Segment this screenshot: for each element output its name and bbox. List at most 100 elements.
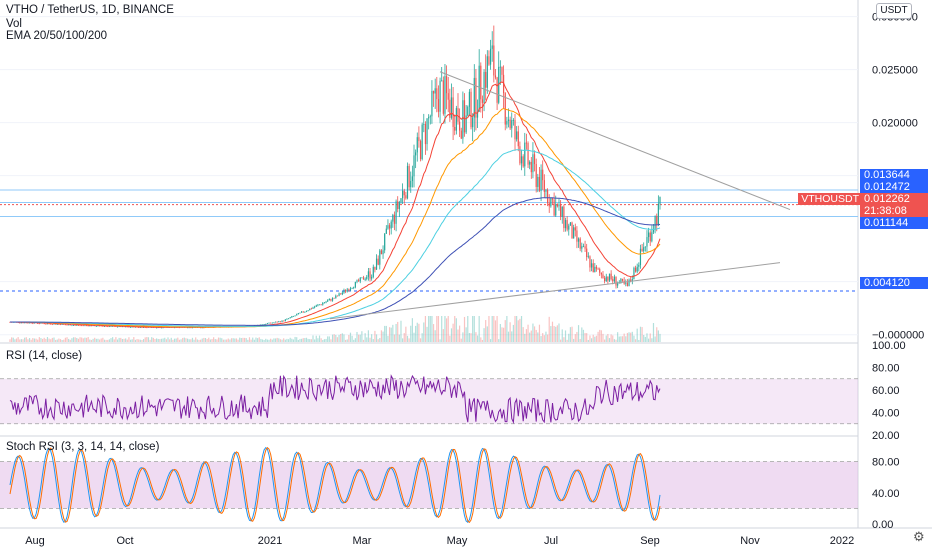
candle-body <box>577 238 580 242</box>
candle-body <box>516 131 518 140</box>
volume-bar <box>164 337 166 342</box>
ema-20-line <box>10 81 661 328</box>
candle-body <box>108 326 110 328</box>
candle-body <box>97 325 99 327</box>
volume-bar <box>12 337 14 342</box>
volume-bar <box>125 338 127 342</box>
candle-body <box>550 197 552 207</box>
volume-bar <box>11 337 13 342</box>
volume-bar <box>94 337 96 342</box>
candle-body <box>302 311 304 313</box>
candle-body <box>628 279 630 287</box>
volume-bar <box>415 325 417 342</box>
volume-bar <box>154 339 156 342</box>
candle-body <box>436 88 438 100</box>
volume-bar <box>353 339 355 342</box>
volume-bar <box>646 333 648 342</box>
candle-body <box>573 227 575 239</box>
candle-body <box>520 156 523 164</box>
candle-body <box>656 216 658 225</box>
volume-bar <box>123 338 125 342</box>
candle-body <box>371 276 373 279</box>
volume-bar <box>144 337 146 342</box>
candle-body <box>348 289 350 291</box>
candle-body <box>200 327 202 329</box>
candle-body <box>372 266 374 277</box>
volume-bar <box>444 316 446 342</box>
volume-bar <box>455 318 457 342</box>
candle-body <box>538 176 541 191</box>
candle-body <box>612 279 614 282</box>
volume-bar <box>604 339 606 342</box>
candle-body <box>79 325 81 327</box>
volume-bar <box>126 339 128 342</box>
volume-bar <box>335 334 337 342</box>
candle-body <box>142 327 145 328</box>
candle-body <box>87 325 89 327</box>
volume-bar <box>514 316 516 342</box>
volume-bar <box>491 316 493 342</box>
volume-bar <box>133 337 135 342</box>
candle-body <box>411 176 413 182</box>
candle-body <box>432 90 435 94</box>
volume-bar <box>66 337 68 342</box>
volume-bar <box>512 324 514 342</box>
volume-bar <box>24 337 26 342</box>
volume-bar <box>252 337 254 342</box>
candle-body <box>517 131 519 147</box>
candle-body <box>359 277 361 282</box>
candle-body <box>20 322 23 324</box>
candle-body <box>442 80 444 114</box>
settings-gear-icon[interactable]: ⚙ <box>913 529 925 544</box>
candle-body <box>486 56 488 88</box>
candle-body <box>525 142 528 144</box>
volume-bar <box>56 339 58 342</box>
volume-bar <box>81 337 83 342</box>
volume-bar <box>587 339 589 342</box>
candle-body <box>587 256 589 258</box>
candle-body <box>480 65 482 100</box>
volume-bar <box>48 338 50 342</box>
volume-bar <box>364 333 366 342</box>
candle-body <box>485 71 487 88</box>
currency-button[interactable]: USDT <box>876 3 912 19</box>
volume-bar <box>571 326 573 342</box>
volume-bar <box>183 337 185 342</box>
volume-bar <box>115 337 117 342</box>
volume-bar <box>108 339 110 342</box>
rsi-axis-label: 100.00 <box>872 340 906 352</box>
volume-bar <box>506 316 508 342</box>
candle-body <box>98 325 101 327</box>
candle-body <box>138 327 140 329</box>
price-tag-upper: 0.013644 <box>860 169 928 181</box>
candle-body <box>582 246 585 248</box>
candle-body <box>441 80 443 82</box>
volume-bar <box>441 316 443 342</box>
volume-bar <box>656 327 658 342</box>
volume-bar <box>527 324 529 342</box>
volume-bar <box>351 335 353 342</box>
volume-bar <box>543 335 545 342</box>
candle-body <box>463 100 466 133</box>
candle-body <box>424 123 427 145</box>
candle-body <box>305 310 308 312</box>
volume-bar <box>289 337 291 342</box>
volume-bar <box>103 339 106 342</box>
candle-body <box>546 189 549 203</box>
volume-bar <box>630 332 632 342</box>
volume-bar <box>626 332 629 342</box>
volume-bar <box>478 316 480 342</box>
candle-body <box>426 118 428 145</box>
volume-bar <box>346 339 348 342</box>
candle-body <box>268 322 270 324</box>
candle-body <box>507 119 510 122</box>
volume-bar <box>257 338 259 342</box>
volume-bar <box>384 325 386 342</box>
candle-body <box>84 325 86 327</box>
candle-body <box>465 115 467 133</box>
candle-body <box>472 117 474 128</box>
candle-body <box>287 318 290 320</box>
candle-body <box>613 276 615 282</box>
volume-bar <box>247 339 249 342</box>
